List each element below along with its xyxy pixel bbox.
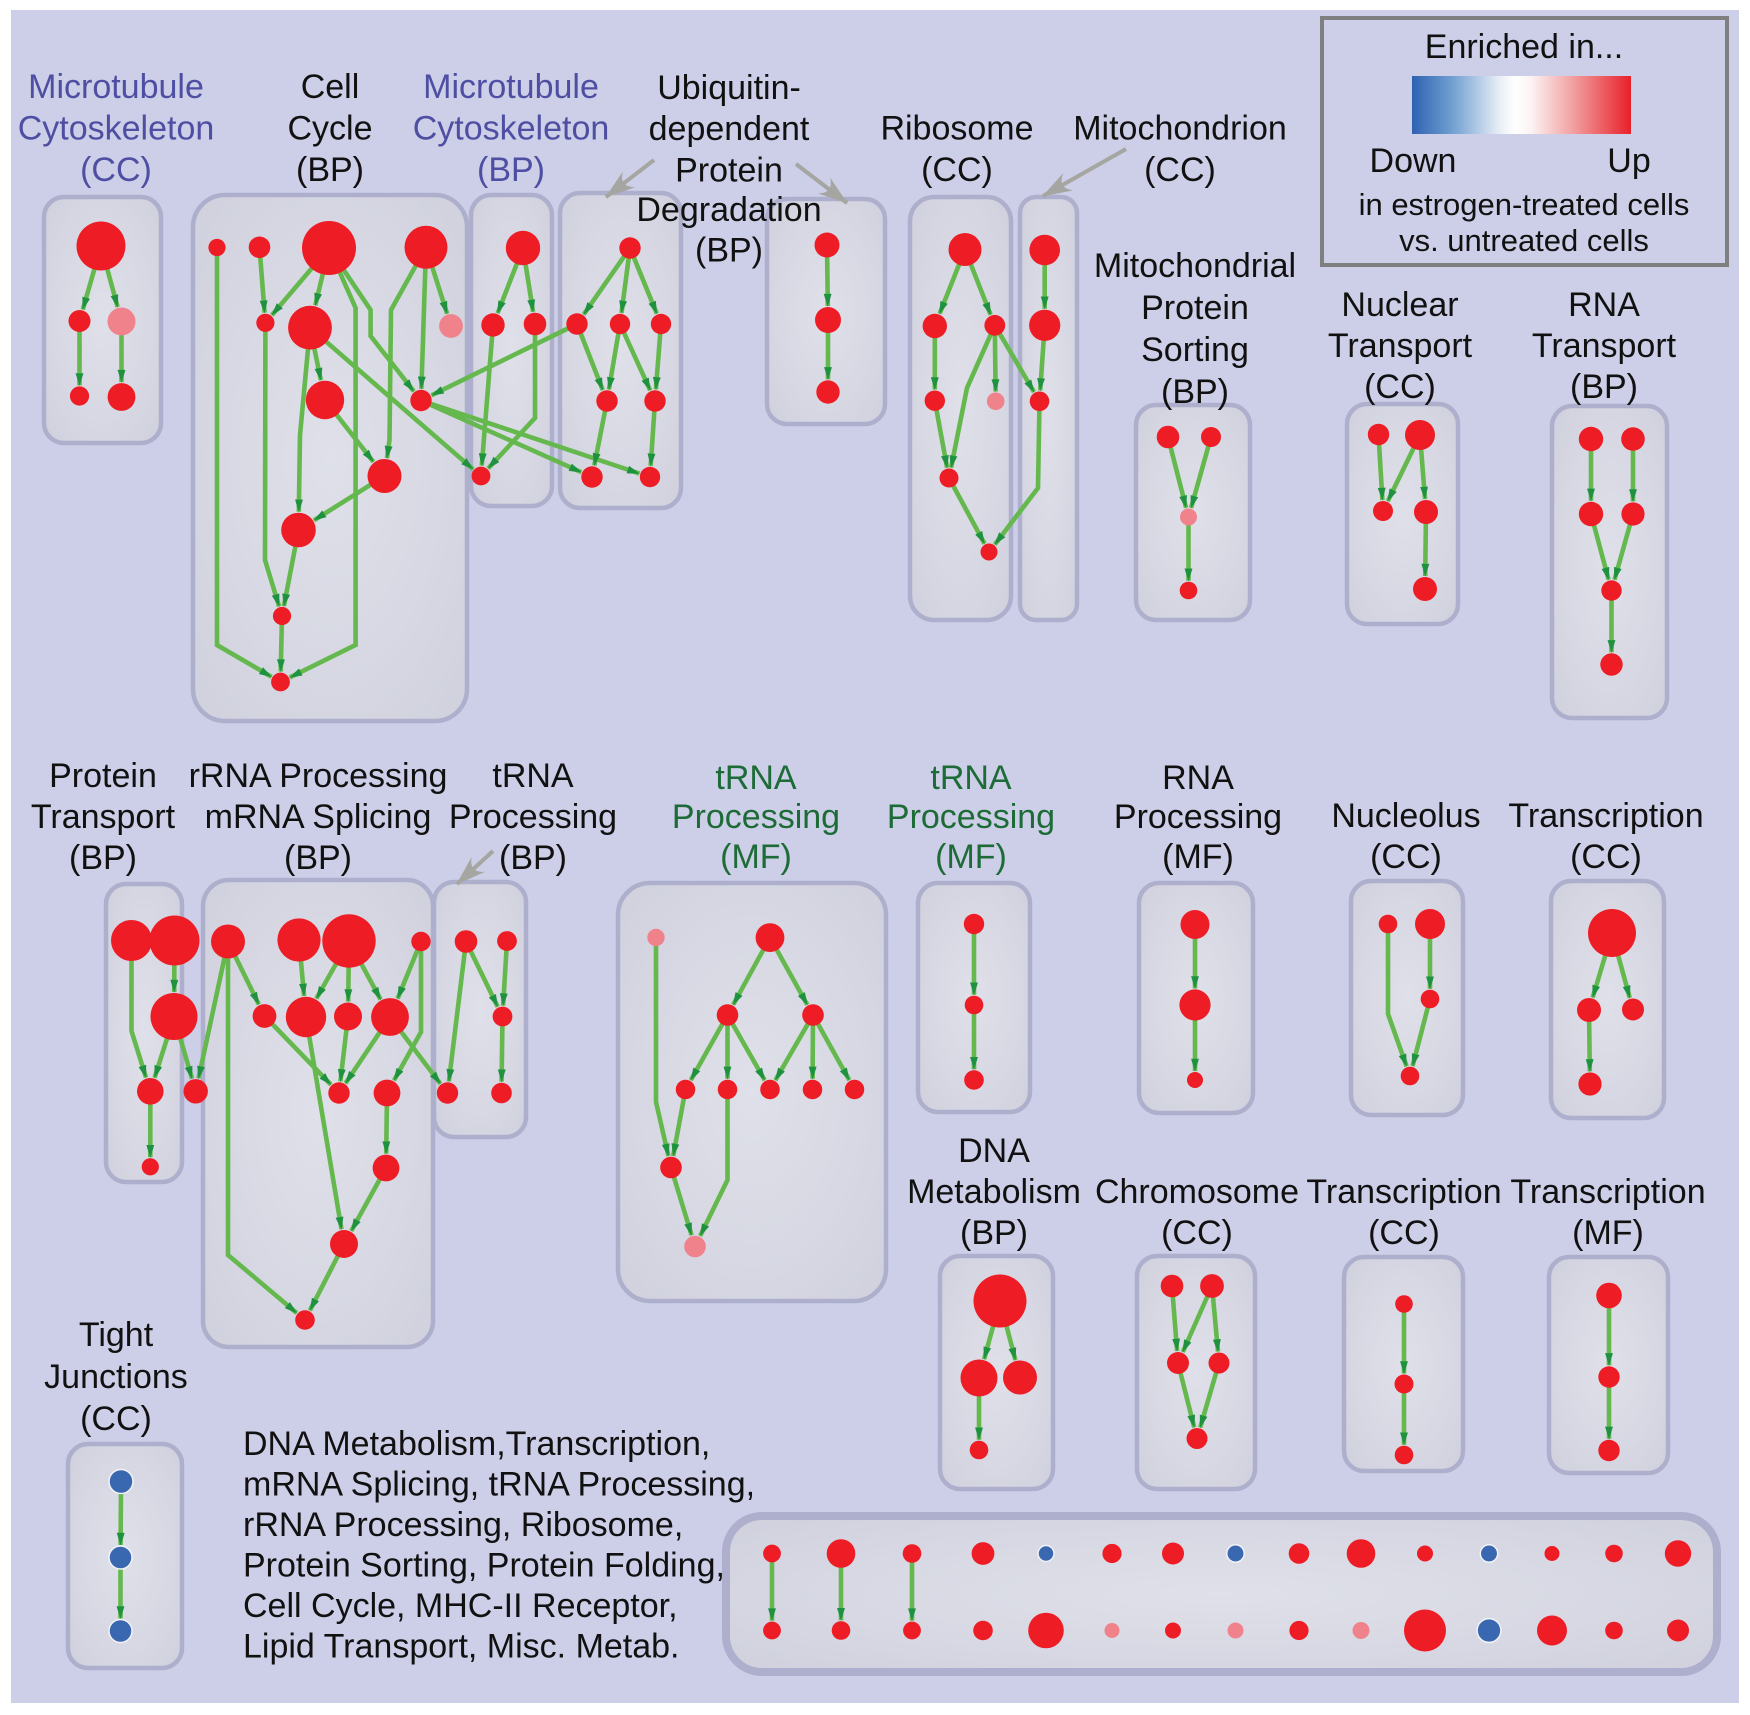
svg-text:(CC): (CC) [1161, 1214, 1233, 1252]
svg-text:(CC): (CC) [80, 1400, 152, 1438]
svg-text:Ribosome: Ribosome [880, 110, 1033, 148]
svg-text:Cytoskeleton: Cytoskeleton [413, 110, 610, 148]
svg-text:Processing: Processing [887, 798, 1055, 836]
svg-text:Transcription: Transcription [1510, 1173, 1705, 1211]
svg-text:RNA: RNA [1568, 286, 1640, 324]
svg-text:Cytoskeleton: Cytoskeleton [18, 110, 215, 148]
svg-text:in estrogen-treated cells: in estrogen-treated cells [1359, 187, 1690, 222]
svg-text:dependent: dependent [649, 110, 810, 148]
svg-text:Processing: Processing [1114, 798, 1282, 836]
svg-text:Enriched in...: Enriched in... [1425, 28, 1623, 66]
svg-text:Protein: Protein [675, 152, 783, 190]
svg-text:(CC): (CC) [1370, 838, 1442, 876]
svg-text:Protein Sorting, Protein Foldi: Protein Sorting, Protein Folding, [243, 1547, 725, 1585]
svg-text:rRNA Processing, Ribosome,: rRNA Processing, Ribosome, [243, 1506, 683, 1544]
svg-text:Transport: Transport [31, 798, 176, 836]
svg-text:Up: Up [1607, 142, 1650, 180]
svg-text:Down: Down [1370, 142, 1457, 180]
svg-text:mRNA Splicing: mRNA Splicing [205, 798, 432, 836]
svg-text:Nucleolus: Nucleolus [1331, 797, 1480, 835]
svg-text:Cell Cycle, MHC-II Receptor,: Cell Cycle, MHC-II Receptor, [243, 1587, 678, 1625]
svg-text:Transcription: Transcription [1508, 797, 1703, 835]
svg-text:(BP): (BP) [695, 232, 763, 270]
svg-text:Chromosome: Chromosome [1095, 1173, 1299, 1211]
svg-text:(MF): (MF) [1162, 838, 1234, 876]
svg-text:(CC): (CC) [1364, 368, 1436, 406]
svg-text:rRNA Processing: rRNA Processing [189, 757, 448, 795]
svg-text:RNA: RNA [1162, 759, 1234, 797]
svg-text:Mitochondrial: Mitochondrial [1094, 247, 1296, 285]
svg-text:Cycle: Cycle [287, 110, 372, 148]
svg-text:Protein: Protein [49, 757, 157, 795]
svg-text:Microtubule: Microtubule [423, 68, 599, 106]
svg-text:Tight: Tight [79, 1316, 154, 1354]
svg-text:(BP): (BP) [499, 839, 567, 877]
svg-text:tRNA: tRNA [930, 759, 1012, 797]
svg-text:(MF): (MF) [720, 838, 792, 876]
svg-text:DNA Metabolism,Transcription,: DNA Metabolism,Transcription, [243, 1425, 710, 1463]
svg-text:(CC): (CC) [1368, 1214, 1440, 1252]
svg-text:Transport: Transport [1532, 327, 1677, 365]
svg-text:Mitochondrion: Mitochondrion [1073, 110, 1287, 148]
svg-text:(BP): (BP) [296, 151, 364, 189]
svg-text:DNA: DNA [958, 1132, 1030, 1170]
svg-text:Transcription: Transcription [1306, 1173, 1501, 1211]
svg-text:Degradation: Degradation [636, 191, 821, 229]
svg-text:Sorting: Sorting [1141, 331, 1249, 369]
svg-text:(CC): (CC) [80, 151, 152, 189]
svg-text:Nuclear: Nuclear [1341, 286, 1458, 324]
svg-text:tRNA: tRNA [715, 759, 797, 797]
svg-text:(BP): (BP) [1570, 368, 1638, 406]
svg-text:(BP): (BP) [477, 151, 545, 189]
svg-text:Junctions: Junctions [44, 1358, 188, 1396]
svg-text:Cell: Cell [301, 68, 360, 106]
svg-text:Microtubule: Microtubule [28, 68, 204, 106]
svg-text:Processing: Processing [449, 798, 617, 836]
svg-text:(BP): (BP) [69, 839, 137, 877]
svg-text:vs. untreated cells: vs. untreated cells [1399, 223, 1649, 258]
svg-text:(CC): (CC) [1570, 838, 1642, 876]
svg-text:Metabolism: Metabolism [907, 1173, 1081, 1211]
svg-text:Transport: Transport [1328, 327, 1473, 365]
svg-text:(CC): (CC) [921, 151, 993, 189]
svg-text:Ubiquitin-: Ubiquitin- [657, 69, 801, 107]
svg-text:tRNA: tRNA [492, 757, 574, 795]
svg-text:(MF): (MF) [1572, 1214, 1644, 1252]
svg-text:(MF): (MF) [935, 838, 1007, 876]
svg-text:Processing: Processing [672, 798, 840, 836]
svg-text:(BP): (BP) [284, 839, 352, 877]
svg-text:Lipid Transport, Misc. Metab.: Lipid Transport, Misc. Metab. [243, 1628, 680, 1666]
svg-text:mRNA Splicing, tRNA Processing: mRNA Splicing, tRNA Processing, [243, 1466, 755, 1504]
svg-text:Protein: Protein [1141, 289, 1249, 327]
svg-text:(CC): (CC) [1144, 151, 1216, 189]
svg-text:(BP): (BP) [960, 1214, 1028, 1252]
svg-text:(BP): (BP) [1161, 373, 1229, 411]
